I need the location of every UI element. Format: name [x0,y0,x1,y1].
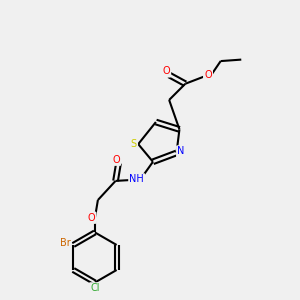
Text: N: N [177,146,184,157]
Text: O: O [162,66,170,76]
Text: O: O [88,213,95,223]
Text: Br: Br [60,238,70,248]
Text: S: S [131,139,137,149]
Text: Cl: Cl [90,284,100,293]
Text: NH: NH [129,174,144,184]
Text: O: O [204,70,212,80]
Text: O: O [112,155,120,165]
